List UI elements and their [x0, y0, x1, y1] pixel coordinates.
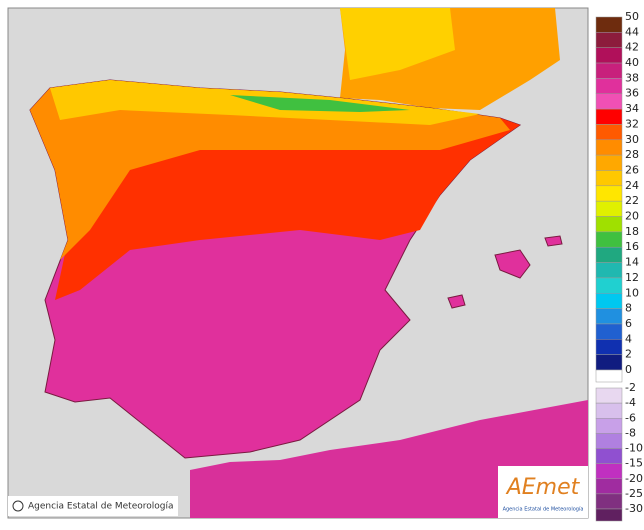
legend-label: 26: [625, 163, 639, 176]
legend-label: 14: [625, 256, 639, 269]
legend-label: 4: [625, 332, 632, 345]
legend-swatch: [595, 508, 623, 522]
legend-swatch: [595, 231, 623, 248]
legend-label: 50: [625, 10, 639, 23]
legend-swatch: [595, 387, 623, 404]
africa: [190, 400, 588, 518]
mallorca: [494, 249, 531, 279]
copyright-box: [8, 496, 178, 516]
legend-label: 18: [625, 225, 639, 238]
legend-swatch: [595, 154, 623, 171]
legend-swatch: [595, 124, 623, 141]
legend-swatch: [595, 139, 623, 156]
legend-label: -15: [625, 457, 643, 470]
legend-swatch: [595, 323, 623, 340]
copyright-icon: [12, 500, 24, 512]
logo-caption: Agencia Estatal de Meteorología: [503, 506, 584, 513]
legend-label: 32: [625, 117, 639, 130]
ibiza: [447, 294, 466, 309]
legend-swatch: [595, 216, 623, 233]
legend-swatch: [595, 16, 623, 33]
legend-label: 16: [625, 240, 639, 253]
legend-swatch: [595, 108, 623, 125]
legend-label: 2: [625, 348, 632, 361]
legend-label: 0: [625, 363, 632, 376]
legend-swatch: [595, 418, 623, 434]
legend-swatch: [595, 185, 623, 202]
legend-label: 20: [625, 210, 639, 223]
north-warm: [30, 80, 510, 260]
legend-swatch: [595, 32, 623, 48]
legend-swatch: [595, 277, 623, 294]
legend: 5044424038363432302826242220181614121086…: [595, 10, 643, 522]
legend-swatch: [595, 433, 623, 449]
legend-swatch: [595, 463, 623, 479]
legend-label: -10: [625, 442, 643, 455]
legend-label: 10: [625, 286, 639, 299]
logo-brand: AEmet: [505, 475, 581, 500]
legend-swatch: [595, 448, 623, 464]
legend-label: -4: [625, 396, 636, 409]
france-north: [340, 8, 455, 80]
legend-swatch: [595, 369, 623, 383]
legend-swatch: [595, 47, 623, 64]
legend-swatch: [595, 308, 623, 325]
legend-label: 38: [625, 71, 639, 84]
legend-swatch: [595, 200, 623, 217]
legend-swatch: [595, 354, 623, 371]
legend-swatch: [595, 93, 623, 110]
legend-label: -20: [625, 472, 643, 485]
legend-label: 36: [625, 87, 639, 100]
legend-swatch: [595, 493, 623, 510]
legend-label: 12: [625, 271, 639, 284]
legend-swatch: [595, 339, 623, 355]
legend-label: 30: [625, 133, 639, 146]
legend-label: 34: [625, 102, 639, 115]
legend-swatch: [595, 78, 623, 94]
legend-swatch: [595, 262, 623, 279]
legend-label: 40: [625, 56, 639, 69]
legend-swatch: [595, 402, 623, 419]
logo-box: [498, 466, 588, 518]
legend-label: 42: [625, 41, 639, 54]
legend-label: 8: [625, 302, 632, 315]
legend-swatch: [595, 170, 623, 187]
legend-swatch: [595, 246, 623, 263]
legend-label: 44: [625, 25, 639, 38]
legend-label: 6: [625, 317, 632, 330]
legend-label: -25: [625, 487, 643, 500]
legend-label: -30: [625, 502, 643, 515]
legend-label: 28: [625, 148, 639, 161]
legend-swatch: [595, 62, 623, 79]
legend-label: 22: [625, 194, 639, 207]
legend-swatch: [595, 478, 623, 495]
cool-band: [230, 95, 410, 112]
legend-label: -8: [625, 426, 636, 439]
legend-label: -2: [625, 381, 636, 394]
legend-label: -6: [625, 411, 636, 424]
menorca: [544, 235, 563, 247]
copyright-text: Agencia Estatal de Meteorología: [28, 502, 174, 512]
legend-swatch: [595, 293, 623, 309]
legend-label: 24: [625, 179, 639, 192]
